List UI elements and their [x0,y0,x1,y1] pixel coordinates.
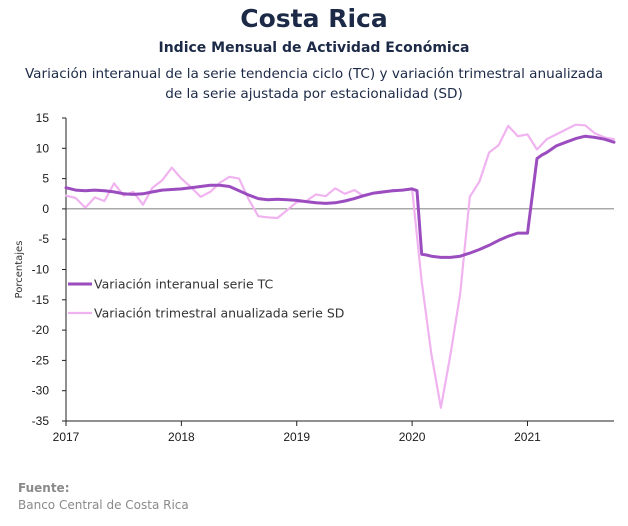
y-tick-label: 10 [36,141,50,155]
y-tick-label: -10 [32,263,50,277]
series-line-sd [64,123,616,409]
x-tick-label: 2017 [53,430,80,444]
y-tick-label: -5 [38,232,49,246]
legend-label-sd: Variación trimestral anualizada serie SD [94,306,344,321]
y-tick-label: -35 [32,414,50,428]
x-tick-label: 2018 [168,430,195,444]
y-tick-label: -15 [32,293,50,307]
y-axis-title: Porcentajes [14,241,25,299]
series-layer [64,123,616,409]
x-tick-label: 2020 [399,430,426,444]
y-tick-label: -25 [32,353,50,367]
x-tick-label: 2021 [514,430,541,444]
series-line-tc [64,134,616,259]
source-label: Fuente: [18,481,70,495]
source-text: Banco Central de Costa Rica [18,498,189,512]
legend-label-tc: Variación interanual serie TC [94,277,274,292]
y-tick-label: 15 [36,111,50,125]
y-tick-label: -20 [32,323,50,337]
chart-subtitle: Indice Mensual de Actividad Económica [158,40,470,56]
y-tick-label: 0 [42,202,49,216]
chart-title: Costa Rica [240,4,388,33]
chart-legend: Variación interanual serie TC Variación t… [68,277,344,321]
chart-description: Variación interanual de la serie tendenc… [24,66,604,102]
y-tick-label: -30 [32,384,50,398]
x-tick-label: 2019 [283,430,310,444]
y-tick-label: 5 [42,172,49,186]
